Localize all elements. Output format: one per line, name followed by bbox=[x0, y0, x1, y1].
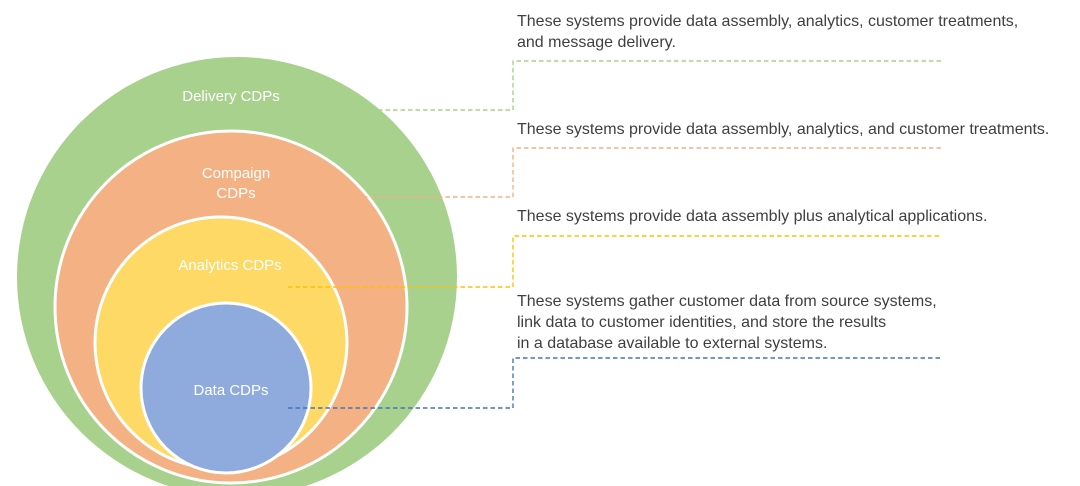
annotation-line: These systems provide data assembly, ana… bbox=[517, 121, 1050, 138]
label-analytics-cdps: Analytics CDPs bbox=[178, 257, 281, 274]
annotation-analytics-cdps: These systems provide data assembly plus… bbox=[517, 206, 987, 227]
connector-campaign-cdps bbox=[288, 147, 941, 198]
annotation-line: in a database available to external syst… bbox=[517, 335, 828, 352]
annotation-line: link data to customer identities, and st… bbox=[517, 314, 887, 331]
annotation-delivery-cdps: These systems provide data assembly, ana… bbox=[517, 11, 1018, 53]
connector-analytics-cdps bbox=[288, 235, 941, 288]
label-data-cdps: Data CDPs bbox=[193, 382, 268, 399]
annotation-data-cdps: These systems gather customer data from … bbox=[517, 291, 937, 354]
annotation-line: These systems provide data assembly plus… bbox=[517, 208, 988, 225]
annotation-line: These systems provide data assembly, ana… bbox=[517, 13, 1019, 30]
connector-data-cdps bbox=[288, 357, 941, 409]
label-delivery-cdps: Delivery CDPs bbox=[182, 88, 280, 105]
label-campaign-cdps-line1: Compaign bbox=[202, 165, 270, 182]
label-campaign-cdps-line2: CDPs bbox=[216, 185, 255, 202]
annotation-campaign-cdps: These systems provide data assembly, ana… bbox=[517, 119, 1049, 140]
circle-data-cdps bbox=[139, 301, 313, 475]
annotation-line: These systems gather customer data from … bbox=[517, 293, 937, 310]
annotation-line: and message delivery. bbox=[517, 34, 676, 51]
connector-delivery-cdps bbox=[288, 60, 941, 111]
